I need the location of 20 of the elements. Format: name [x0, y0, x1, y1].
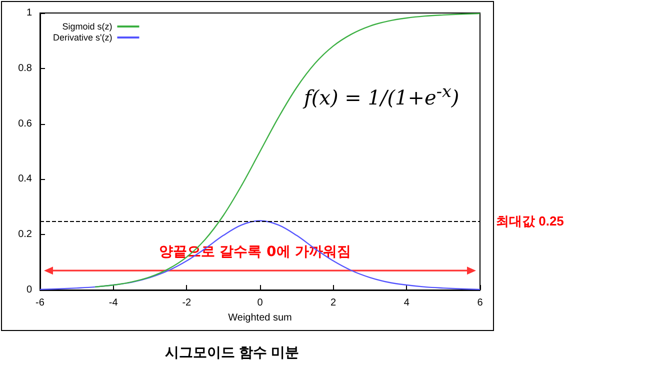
y-tick-label: 0	[26, 284, 32, 296]
y-tick-label: 0.2	[18, 229, 32, 240]
x-tick-label: 4	[404, 298, 410, 308]
x-tick-label: -4	[108, 298, 118, 308]
annotation: f(x) = 1/(1+e$^{-x}$)	[304, 82, 460, 110]
line-series	[94, 12, 481, 288]
x-tick-label: -2	[182, 298, 192, 308]
x-axis-title: Weighted sum	[228, 312, 292, 324]
y-tick-label: 0.4	[18, 174, 32, 185]
y-tick-label: 0.6	[18, 118, 32, 130]
x-tick-label: 0	[257, 298, 264, 308]
y-tick-label: 1	[26, 8, 32, 18]
legend-label: Derivative s'(z)	[52, 32, 112, 42]
x-tick-label: -6	[36, 298, 45, 308]
ref-line-label: 최대값 0.25	[496, 213, 564, 228]
y-tick-label: 0.8	[18, 62, 32, 74]
x-tick-label: 2	[330, 298, 337, 308]
text: 시그모이드 함수 미분	[165, 344, 299, 360]
legend-label: Sigmoid s(z)	[62, 22, 112, 32]
x-tick-label: 6	[477, 298, 484, 308]
